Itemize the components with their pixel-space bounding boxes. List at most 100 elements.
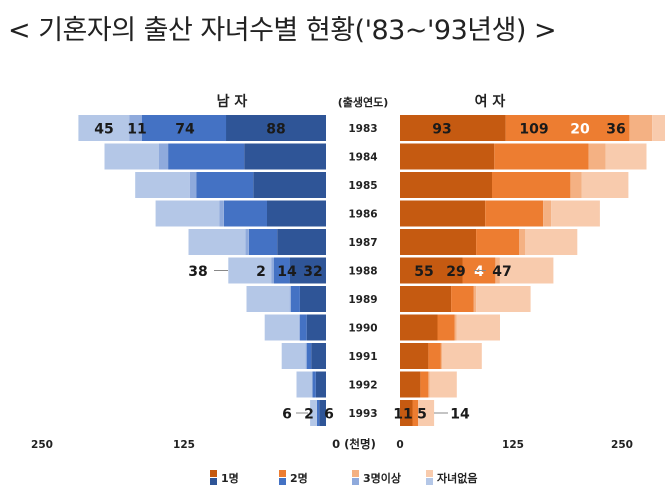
x-tick-3: 125 xyxy=(502,439,524,451)
bar-female-1983-3명이상 xyxy=(629,115,653,141)
bar-female-1987-3명이상 xyxy=(519,229,525,255)
bar-male-1990-3명이상 xyxy=(298,314,300,341)
bar-female-1990-3명이상 xyxy=(454,314,457,341)
bar-male-1984-자녀없음 xyxy=(104,143,159,170)
bar-male-1988-1명 xyxy=(289,257,326,284)
bar-male-1987-자녀없음 xyxy=(188,229,246,255)
header-birth-year: (출생연도) xyxy=(338,95,389,109)
bar-male-1985-3명이상 xyxy=(189,172,197,198)
bar-male-1988-자녀없음 xyxy=(228,257,272,284)
bar-female-1987-2명 xyxy=(476,229,520,255)
bar-female-1983-2명 xyxy=(505,115,630,141)
legend-swatch-1-b xyxy=(279,478,286,485)
bar-male-1991-2명 xyxy=(306,343,312,369)
bar-male-1989-2명 xyxy=(290,286,300,312)
legend-label-3: 자녀없음 xyxy=(437,471,477,485)
legend-swatch-1-a xyxy=(279,470,286,477)
bar-female-1990-2명 xyxy=(437,314,455,341)
data-label-female-1983-0: 93 xyxy=(432,122,451,138)
bar-male-1983-1명 xyxy=(226,115,326,141)
bar-female-1992-1명 xyxy=(400,371,421,398)
bar-male-1983-2명 xyxy=(142,115,227,141)
bar-male-1984-1명 xyxy=(244,143,326,170)
bar-male-1985-2명 xyxy=(196,172,254,198)
data-label-male-1983-2: 11 xyxy=(127,122,146,138)
bar-female-1989-1명 xyxy=(400,286,452,312)
bar-female-1985-1명 xyxy=(400,172,492,198)
data-label-female-1988-2: 4 xyxy=(474,264,484,280)
bar-female-1991-1명 xyxy=(400,343,429,369)
year-label-1984: 1984 xyxy=(348,152,377,164)
bar-female-1990-자녀없음 xyxy=(456,314,500,341)
data-label-female-1983-1: 109 xyxy=(519,122,548,138)
data-label-male-1993-0: 6 xyxy=(324,407,334,423)
bar-male-1991-3명이상 xyxy=(305,343,307,369)
bar-female-1986-1명 xyxy=(400,200,486,227)
x-axis-unit: 0 (천명) xyxy=(332,437,376,451)
bar-female-1984-자녀없음 xyxy=(605,143,647,170)
bar-female-1986-자녀없음 xyxy=(551,200,600,227)
bar-female-1989-2명 xyxy=(451,286,474,312)
legend-swatch-2-b xyxy=(352,478,359,485)
bar-male-1985-자녀없음 xyxy=(135,172,190,198)
data-label-female-1988-1: 29 xyxy=(446,264,465,280)
x-tick-1: 125 xyxy=(173,439,195,451)
year-label-1990: 1990 xyxy=(348,323,377,335)
data-label-male-1988-3: 38 xyxy=(188,264,207,280)
data-label-male-1988-1: 14 xyxy=(277,264,297,280)
bar-female-1990-1명 xyxy=(400,314,438,341)
bar-female-1984-2명 xyxy=(494,143,589,170)
header-male: 남 자 xyxy=(217,93,248,110)
legend-swatch-3-a xyxy=(426,470,433,477)
data-label-female-1993-2: 14 xyxy=(450,407,470,423)
bar-male-1990-2명 xyxy=(299,314,307,341)
bar-male-1992-2명 xyxy=(312,371,316,398)
legend-label-2: 3명이상 xyxy=(363,471,401,485)
bar-female-1984-3명이상 xyxy=(588,143,606,170)
bar-male-1989-1명 xyxy=(299,286,326,312)
bar-female-1991-2명 xyxy=(428,343,441,369)
year-label-1988: 1988 xyxy=(348,266,377,278)
data-label-male-1983-3: 45 xyxy=(94,122,113,138)
bar-female-1983-자녀없음 xyxy=(652,115,665,141)
data-label-female-1988-3: 47 xyxy=(492,264,511,280)
year-label-1992: 1992 xyxy=(348,380,377,392)
bar-female-1988-자녀없음 xyxy=(500,257,554,284)
data-label-male-1993-1: 2 xyxy=(304,407,314,423)
bar-female-1986-2명 xyxy=(485,200,544,227)
bar-female-1993-2명 xyxy=(412,400,419,426)
bar-female-1983-1명 xyxy=(400,115,506,141)
data-label-female-1993-0: 11 xyxy=(393,407,412,423)
bar-female-1988-3명이상 xyxy=(495,257,500,284)
data-label-male-1983-0: 88 xyxy=(266,122,285,138)
year-label-1985: 1985 xyxy=(348,180,377,192)
bar-male-1993-1명 xyxy=(319,400,326,426)
bar-male-1990-자녀없음 xyxy=(264,314,299,341)
bar-male-1992-1명 xyxy=(315,371,326,398)
bar-male-1988-2명 xyxy=(273,257,290,284)
bar-female-1987-자녀없음 xyxy=(525,229,578,255)
legend-label-1: 2명 xyxy=(290,471,308,485)
bar-female-1985-3명이상 xyxy=(570,172,582,198)
bar-male-1986-2명 xyxy=(223,200,267,227)
bar-male-1983-자녀없음 xyxy=(78,115,130,141)
bar-female-1987-1명 xyxy=(400,229,477,255)
bar-male-1984-3명이상 xyxy=(159,143,169,170)
legend-label-0: 1명 xyxy=(221,471,239,485)
year-label-1991: 1991 xyxy=(348,351,377,363)
bar-female-1985-2명 xyxy=(492,172,571,198)
bar-male-1992-자녀없음 xyxy=(296,371,313,398)
bar-male-1983-3명이상 xyxy=(129,115,142,141)
legend-swatch-3-b xyxy=(426,478,433,485)
year-label-1987: 1987 xyxy=(348,237,377,249)
x-tick-4: 250 xyxy=(611,439,633,451)
bar-female-1993-1명 xyxy=(400,400,413,426)
data-label-male-1988-0: 32 xyxy=(303,264,322,280)
bar-male-1993-자녀없음 xyxy=(310,400,317,426)
data-label-female-1983-3: 36 xyxy=(606,122,625,138)
year-label-1986: 1986 xyxy=(348,209,377,221)
data-label-male-1988-2: 2 xyxy=(256,264,266,280)
bar-male-1993-2명 xyxy=(316,400,320,426)
bar-male-1990-1명 xyxy=(306,314,326,341)
